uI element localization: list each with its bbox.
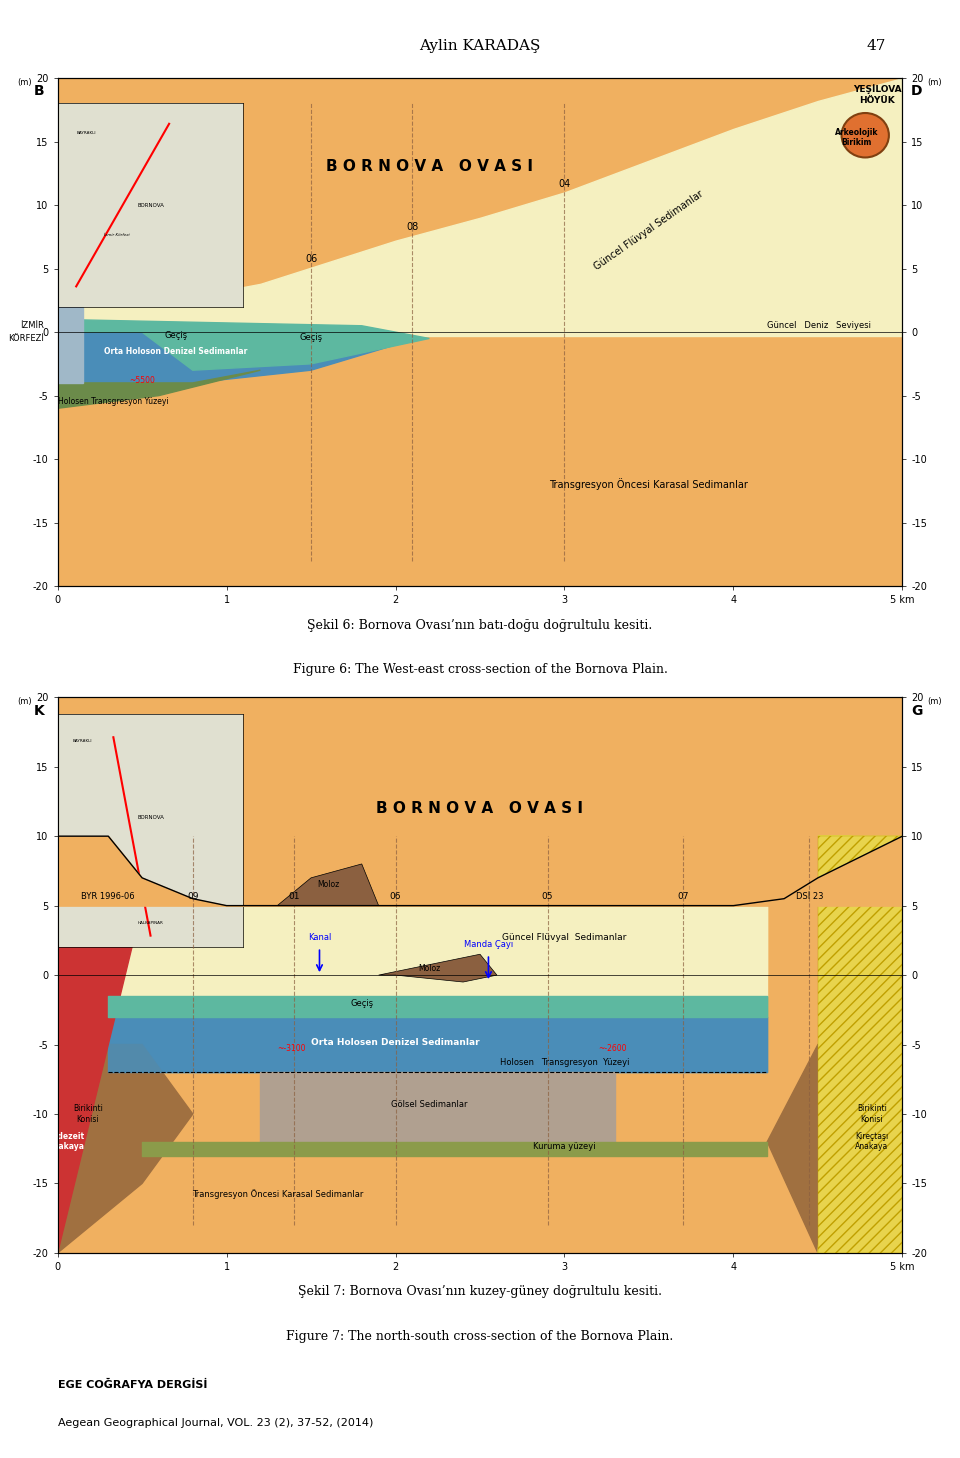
Text: B O R N O V A   O V A S I: B O R N O V A O V A S I <box>376 800 584 816</box>
Text: Geçiş: Geçiş <box>164 331 187 340</box>
Polygon shape <box>277 865 378 905</box>
Text: KÖRFEZİ: KÖRFEZİ <box>9 334 44 343</box>
Text: 06: 06 <box>305 254 317 264</box>
Text: (m): (m) <box>927 697 943 706</box>
Text: B O R N O V A   O V A S I: B O R N O V A O V A S I <box>325 159 533 175</box>
Text: Figure 6: The West-east cross-section of the Bornova Plain.: Figure 6: The West-east cross-section of… <box>293 663 667 677</box>
Text: B: B <box>34 85 44 99</box>
Text: 47: 47 <box>866 39 885 54</box>
Text: Manda Çayı: Manda Çayı <box>464 940 513 949</box>
Text: İZMİR: İZMİR <box>20 321 44 331</box>
Text: (m): (m) <box>17 697 33 706</box>
Text: 01: 01 <box>288 892 300 901</box>
Text: (m): (m) <box>17 79 33 87</box>
Text: 09: 09 <box>187 892 199 901</box>
Text: BYR 1996-06: BYR 1996-06 <box>82 892 135 901</box>
Text: Birikinti
Konisi: Birikinti Konisi <box>73 1104 103 1124</box>
Polygon shape <box>378 954 497 983</box>
Text: Moloz: Moloz <box>419 964 441 972</box>
Text: Transgresyon Öncesi Karasal Sedimanlar: Transgresyon Öncesi Karasal Sedimanlar <box>549 478 749 490</box>
Text: Moloz: Moloz <box>317 881 339 889</box>
Text: ~-3100: ~-3100 <box>277 1044 305 1054</box>
Text: Geçiş: Geçiş <box>350 999 373 1007</box>
Text: Transgresyon Öncesi Karasal Sedimanlar: Transgresyon Öncesi Karasal Sedimanlar <box>192 1190 363 1200</box>
Polygon shape <box>58 306 83 383</box>
Text: Güncel Flüvyal Sedimanlar: Güncel Flüvyal Sedimanlar <box>592 190 706 273</box>
Text: 04: 04 <box>559 178 570 188</box>
Polygon shape <box>767 1044 902 1252</box>
Text: Gölsel Sedimanlar: Gölsel Sedimanlar <box>391 1099 468 1110</box>
Text: EGE COĞRAFYA DERGİSİ: EGE COĞRAFYA DERGİSİ <box>58 1379 207 1389</box>
Text: (m): (m) <box>927 79 943 87</box>
Polygon shape <box>58 332 396 383</box>
Text: Kuruma yüzeyi: Kuruma yüzeyi <box>533 1142 596 1150</box>
Text: Güncel Flüvyal  Sedimanlar: Güncel Flüvyal Sedimanlar <box>502 933 627 942</box>
Text: Aegean Geographical Journal, VOL. 23 (2), 37-52, (2014): Aegean Geographical Journal, VOL. 23 (2)… <box>58 1417 373 1427</box>
Text: ~5500: ~5500 <box>130 376 155 385</box>
Text: DSİ 23: DSİ 23 <box>796 892 824 901</box>
Text: Aylin KARADAŞ: Aylin KARADAŞ <box>420 39 540 54</box>
Polygon shape <box>58 370 260 408</box>
Ellipse shape <box>842 114 889 157</box>
Text: Geçiş: Geçiş <box>300 332 323 341</box>
Text: Birikinti
Konisi: Birikinti Konisi <box>857 1104 887 1124</box>
Polygon shape <box>818 837 902 1252</box>
Text: G: G <box>911 704 923 719</box>
Text: Kanal: Kanal <box>308 933 331 942</box>
Text: Güncel   Deniz   Seviyesi: Güncel Deniz Seviyesi <box>767 321 872 331</box>
Text: D: D <box>911 85 923 99</box>
Text: Arkeolojik
Birikim: Arkeolojik Birikim <box>835 128 878 147</box>
Text: K: K <box>34 704 44 719</box>
Polygon shape <box>58 319 429 370</box>
Text: Figure 7: The north-south cross-section of the Bornova Plain.: Figure 7: The north-south cross-section … <box>286 1330 674 1343</box>
Text: Şekil 6: Bornova Ovası’nın batı-doğu doğrultulu kesiti.: Şekil 6: Bornova Ovası’nın batı-doğu doğ… <box>307 618 653 631</box>
Text: Orta Holoson Denizel Sedimanlar: Orta Holoson Denizel Sedimanlar <box>105 347 248 356</box>
Text: ~-2600: ~-2600 <box>598 1044 627 1054</box>
Text: Şekil 7: Bornova Ovası’nın kuzey-güney doğrultulu kesiti.: Şekil 7: Bornova Ovası’nın kuzey-güney d… <box>298 1286 662 1298</box>
Text: YEŞİLOVA
HÖYÜK: YEŞİLOVA HÖYÜK <box>852 85 901 105</box>
Text: 06: 06 <box>390 892 401 901</box>
Polygon shape <box>818 837 902 1252</box>
Text: Andezeit
Anakaya: Andezeit Anakaya <box>47 1131 85 1152</box>
Text: Orta Holosen Denizel Sedimanlar: Orta Holosen Denizel Sedimanlar <box>311 1038 480 1047</box>
Text: Kireçtaşı
Anakaya: Kireçtaşı Anakaya <box>855 1131 889 1152</box>
Polygon shape <box>58 1044 193 1252</box>
Text: 08: 08 <box>406 222 419 232</box>
Text: 05: 05 <box>541 892 553 901</box>
Text: Holosen   Transgresyon  Yüzeyi: Holosen Transgresyon Yüzeyi <box>500 1059 629 1067</box>
Polygon shape <box>58 837 142 1252</box>
Text: 07: 07 <box>677 892 688 901</box>
Text: Holosen Transgresyon Yüzeyi: Holosen Transgresyon Yüzeyi <box>58 398 168 407</box>
